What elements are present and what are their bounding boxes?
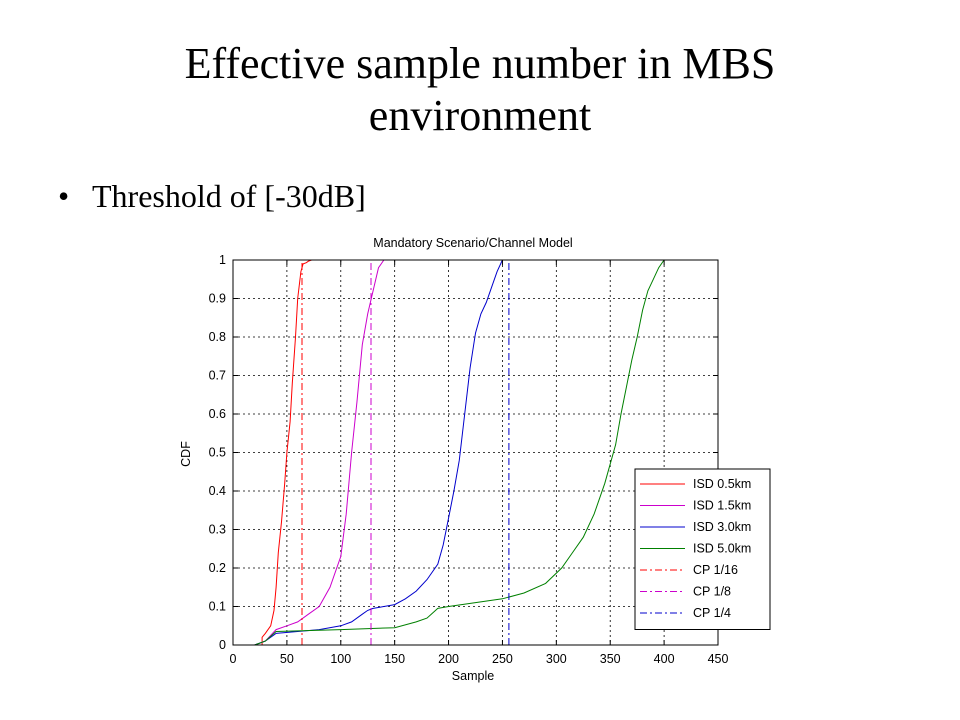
series-line-isd-3-0km [254, 259, 505, 646]
y-axis-label: CDF [179, 441, 193, 467]
slide-title-line-2: environment [368, 91, 592, 140]
x-tick-label: 150 [384, 652, 405, 666]
legend-label-isd-5-0km: ISD 5.0km [693, 542, 751, 556]
legend-label-cp-1-8: CP 1/8 [693, 585, 731, 599]
bullet-dot-icon: • [58, 178, 70, 214]
legend-label-isd-0-5km: ISD 0.5km [693, 477, 751, 491]
axis-ticks: 0 50 100 150 200 250 300 350 400 450 0 0.1 0.2 0.3 0.4… [209, 253, 729, 666]
x-tick-label: 0 [230, 652, 237, 666]
y-tick-label: 0.7 [209, 369, 226, 383]
legend-label-cp-1-16: CP 1/16 [693, 563, 738, 577]
y-tick-label: 0.6 [209, 407, 226, 421]
legend-label-cp-1-4: CP 1/4 [693, 606, 731, 620]
x-tick-label: 350 [600, 652, 621, 666]
y-tick-label: 0.3 [209, 523, 226, 537]
series-line-isd-0-5km [254, 259, 314, 646]
series-layer [254, 259, 675, 646]
x-tick-label: 300 [546, 652, 567, 666]
slide-title-line-1: Effective sample number in MBS [184, 39, 776, 88]
y-tick-label: 0.2 [209, 561, 226, 575]
x-axis-label: Sample [452, 669, 494, 683]
y-tick-label: 1 [219, 253, 226, 267]
legend-box [634, 468, 771, 630]
legend: ISD 0.5km ISD 1.5km ISD 3.0km ISD 5.0km CP 1… [634, 468, 771, 630]
y-tick-label: 0.5 [209, 446, 226, 460]
chart-title: Mandatory Scenario/Channel Model [373, 236, 572, 250]
legend-label-isd-3-0km: ISD 3.0km [693, 520, 751, 534]
bullet-item: • Threshold of [-30dB] [58, 176, 366, 216]
x-tick-label: 250 [492, 652, 513, 666]
x-tick-label: 450 [708, 652, 729, 666]
series-line-isd-1-5km [254, 259, 390, 646]
legend-label-isd-1-5km: ISD 1.5km [693, 499, 751, 513]
y-tick-label: 0.9 [209, 292, 226, 306]
x-tick-label: 100 [330, 652, 351, 666]
series-line-isd-5-0km [254, 259, 675, 646]
y-tick-label: 0.1 [209, 600, 226, 614]
x-tick-label: 50 [280, 652, 294, 666]
y-tick-label: 0.4 [209, 484, 226, 498]
slide-title: Effective sample number in MBS environme… [80, 38, 880, 142]
x-tick-label: 400 [654, 652, 675, 666]
y-tick-label: 0.8 [209, 330, 226, 344]
bullet-list: • Threshold of [-30dB] [58, 176, 366, 216]
bullet-text: Threshold of [-30dB] [92, 178, 366, 214]
y-tick-label: 0 [219, 638, 226, 652]
x-tick-label: 200 [438, 652, 459, 666]
cdf-chart: Mandatory Scenario/Channel Model Sample … [179, 236, 771, 683]
